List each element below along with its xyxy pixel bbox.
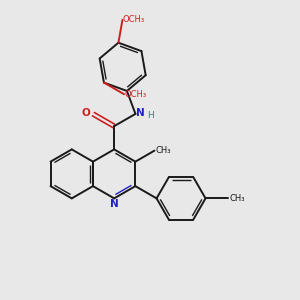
Text: N: N (136, 108, 145, 118)
Text: O: O (82, 108, 91, 118)
Text: CH₃: CH₃ (156, 146, 171, 154)
Text: CH₃: CH₃ (230, 194, 245, 203)
Text: OCH₃: OCH₃ (124, 90, 146, 99)
Text: N: N (110, 199, 118, 209)
Text: OCH₃: OCH₃ (123, 15, 145, 24)
Text: H: H (147, 111, 154, 120)
